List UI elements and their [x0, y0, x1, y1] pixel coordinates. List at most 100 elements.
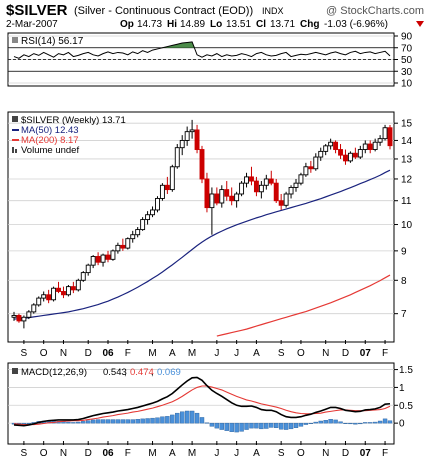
- candle-body: [219, 189, 225, 204]
- candle-body: [85, 264, 91, 274]
- candle-body: [352, 152, 358, 158]
- candle-body: [333, 141, 339, 150]
- price-month-label: F: [382, 348, 388, 359]
- macd-hist-bar: [278, 422, 284, 430]
- candle-body: [194, 129, 200, 150]
- high-value: 14.89: [180, 19, 205, 30]
- macd-month-label: F: [125, 448, 131, 459]
- price-month-label: J: [214, 348, 219, 359]
- candle-body: [273, 182, 279, 202]
- price-tick-label: 7: [401, 309, 407, 320]
- candle-body: [303, 166, 309, 176]
- macd-hist-bar: [298, 422, 304, 427]
- candle-body: [288, 186, 294, 195]
- candle-body: [308, 166, 314, 170]
- macd-hist-bar: [160, 416, 165, 424]
- macd-hist-bar: [254, 422, 259, 429]
- close-value: 13.71: [270, 19, 295, 30]
- macd-hist-bar: [189, 410, 195, 424]
- candle-body: [362, 143, 368, 150]
- macd-hist-bar: [105, 419, 111, 424]
- price-month-label: A: [169, 348, 176, 359]
- macd-hist-bar: [135, 419, 140, 424]
- macd-hist-bar: [377, 420, 383, 424]
- macd-hist-bar: [86, 420, 91, 424]
- macd-hist-bar: [184, 410, 190, 424]
- macd-month-label: A: [253, 448, 260, 459]
- macd-month-label: J: [234, 448, 239, 459]
- macd-hist-bar: [120, 419, 126, 424]
- price-panel: 15 14 13 12 11 10 9 8 7 S O N D 06 F M A M J J A S O N D 07 F $SI…: [7, 111, 413, 359]
- candle-body: [105, 254, 111, 260]
- macd-hist-bar: [333, 419, 338, 424]
- candle-body: [184, 131, 190, 141]
- macd-hist-bar: [363, 422, 368, 424]
- macd-legend-swatch: [12, 368, 18, 374]
- macd-legend-prefix: MACD(12,26,9): [21, 367, 87, 378]
- macd-month-label: O: [40, 448, 48, 459]
- macd-histogram: [11, 410, 393, 433]
- candle-body: [41, 294, 47, 299]
- macd-hist-bar: [283, 422, 289, 430]
- exchange-label: INDX: [262, 6, 284, 16]
- macd-signal-line: [13, 385, 391, 426]
- macd-hist-bar: [110, 419, 116, 424]
- candle-body: [61, 291, 66, 296]
- macd-hist-bar: [26, 422, 32, 424]
- rsi-overbought-fill: [159, 41, 196, 48]
- macd-month-labels: S O N D 06 F M A M J J A S O N D 07 F: [21, 441, 388, 459]
- macd-hist-bar: [100, 419, 106, 424]
- macd-hist-bar: [170, 414, 175, 424]
- macd-month-label: 07: [360, 448, 372, 459]
- candle-body: [382, 127, 388, 140]
- rsi-tick-label: 70: [401, 43, 413, 54]
- candle-body: [130, 234, 136, 240]
- rsi-overbought-area: [159, 41, 196, 48]
- candle-body: [11, 315, 17, 318]
- macd-month-label: M: [188, 448, 196, 459]
- change-value: -1.03 (-6.96%): [324, 19, 388, 30]
- price-axis-ticks: 15 14 13 12 11 10 9 8 7: [394, 119, 413, 320]
- ma50-line: [13, 169, 391, 320]
- candle-body: [293, 182, 299, 188]
- candle-body: [343, 154, 348, 162]
- macd-hist-bar: [323, 420, 328, 424]
- macd-hist-bar: [95, 419, 101, 424]
- macd-hist-bar: [313, 421, 318, 424]
- macd-hist-bar: [269, 422, 274, 428]
- price-month-labels: S O N D 06 F M A M J J A S O N D 07 F: [21, 340, 388, 359]
- macd-hist-bar: [224, 422, 229, 431]
- macd-hist-bar: [234, 422, 239, 433]
- source-label: @ StockCharts.com: [326, 5, 424, 17]
- macd-tick-label: 0.5: [399, 401, 413, 412]
- macd-hist-bar: [150, 417, 155, 424]
- macd-hist-bar: [90, 419, 96, 424]
- macd-month-label: S: [21, 448, 28, 459]
- open-label: Op: [120, 19, 134, 30]
- candle-body: [377, 138, 383, 143]
- down-triangle-icon: [416, 21, 424, 27]
- date-label: 2-Mar-2007: [6, 19, 58, 30]
- price-month-label: N: [60, 348, 67, 359]
- candle-body: [338, 149, 343, 156]
- macd-hist-bar: [353, 422, 358, 425]
- macd-tick-label: 1: [399, 383, 405, 394]
- macd-panel: 1.5 1 0.5 0 S O N D 06 F M A M J J A S O N D 07 F MACD(12,26…: [7, 362, 413, 459]
- candle-body: [159, 184, 165, 199]
- rsi-legend: RSI(14) 56.17: [21, 36, 84, 47]
- price-month-label: N: [322, 348, 329, 359]
- candle-body: [328, 141, 334, 147]
- macd-hist-bar: [180, 411, 185, 424]
- macd-month-label: F: [382, 448, 388, 459]
- candle-body: [169, 166, 175, 191]
- macd-hist-bar: [239, 422, 244, 432]
- macd-hist-bar: [66, 421, 71, 424]
- candle-body: [283, 193, 289, 206]
- candle-body: [65, 286, 71, 296]
- macd-hist-bar: [259, 422, 264, 430]
- price-month-label: 07: [360, 348, 372, 359]
- macd-hist-bar: [175, 412, 180, 424]
- macd-hist-bar: [293, 422, 299, 428]
